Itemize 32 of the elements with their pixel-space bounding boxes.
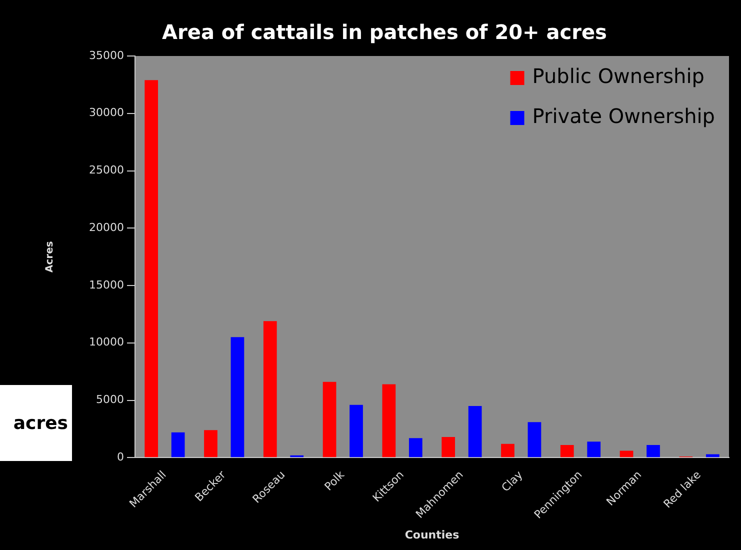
y-tick-label: 5000	[96, 393, 124, 406]
legend-label: Private Ownership	[532, 104, 715, 128]
bar	[560, 445, 574, 458]
y-tick-label: 35000	[88, 48, 124, 62]
bar	[382, 384, 396, 458]
y-tick-label: 10000	[88, 336, 124, 349]
bar	[144, 80, 158, 458]
y-tick-label: 0	[116, 450, 124, 464]
bar	[204, 430, 218, 458]
bar	[322, 382, 336, 458]
y-tick-label: 15000	[88, 278, 124, 292]
bar	[468, 406, 482, 458]
y-axis-title: Acres	[44, 241, 56, 272]
bar	[408, 438, 422, 458]
y-tick-label: 25000	[88, 164, 124, 177]
legend-label: Public Ownership	[532, 64, 704, 88]
bar	[442, 436, 456, 458]
bar	[587, 442, 601, 458]
y-tick-label: 20000	[88, 220, 124, 234]
bar	[171, 432, 185, 458]
chart-title: Area of cattails in patches of 20+ acres	[162, 20, 607, 44]
bar	[263, 321, 277, 458]
bar	[706, 454, 720, 458]
text: acres	[0, 385, 72, 461]
x-axis-title: Counties	[404, 528, 460, 542]
bar	[350, 404, 363, 458]
bar	[230, 337, 244, 458]
bar	[646, 445, 660, 458]
bar	[528, 422, 542, 458]
bar	[501, 444, 514, 458]
y-tick-label: 30000	[88, 106, 124, 120]
bar	[620, 450, 634, 458]
